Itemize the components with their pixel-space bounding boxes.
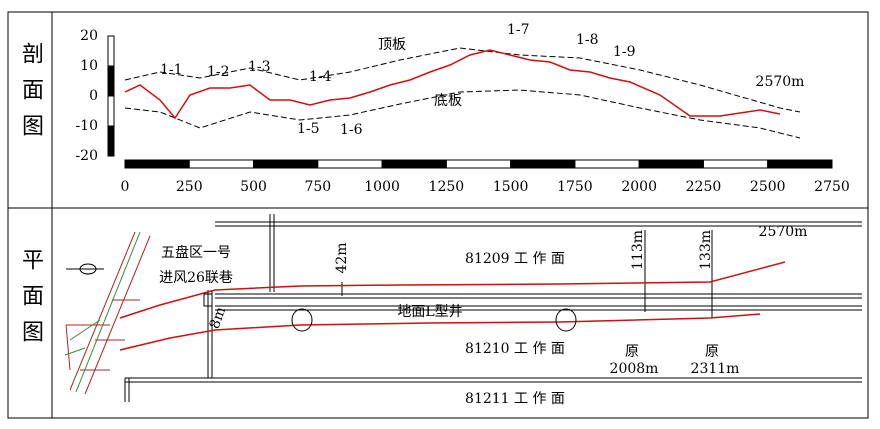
label: 1-9 [613,44,636,60]
scale-segment [381,159,447,169]
x-tick-label: 1000 [364,179,400,195]
section-view: 1-1 1-2 1-3 1-4 1-5 1-6 1-7 1-8 1-9 顶板 底… [124,22,805,139]
y-tick-label: 20 [80,28,98,44]
x-tick-label: 2250 [686,179,722,195]
distance-label: 42m [334,242,350,273]
label: 1-8 [576,32,599,48]
label: 1-2 [207,64,230,80]
roof-label: 顶板 [378,37,406,53]
x-tick-label: 2750 [814,179,850,195]
scale-segment [445,159,512,169]
well [555,308,577,332]
x-tick-label: 2000 [621,179,657,195]
label: 1-6 [340,122,363,138]
label: 1-7 [507,22,530,38]
distance-label: 113m [630,230,646,270]
scale-segment [107,65,115,97]
x-tick-label: 250 [176,179,203,195]
scale-segment [107,35,115,67]
scale-segment [702,159,769,169]
floor-label: 底板 [434,93,462,109]
distance-label: 133m [698,230,714,270]
x-tick-label: 2500 [750,179,786,195]
floor-line [124,89,801,139]
well [291,308,313,332]
scale-segment [188,159,255,169]
face-label: 81209 工 作 面 [465,251,565,267]
district-label: 五盘区一号 [161,244,231,261]
frame [7,11,869,419]
x-tick-label: 1750 [557,179,593,195]
x-tick-label: 1250 [429,179,465,195]
origin-distance: 2008m [610,361,659,377]
y-tick-label: -20 [75,148,98,164]
section-title: 剖面图 [18,42,44,150]
end-label: 2570m [759,224,808,240]
roadways [124,214,713,402]
borehole [119,313,761,351]
x-tick-label: 500 [240,179,267,195]
well-label: 地面L型井 [397,304,462,320]
scale-segment [124,159,190,169]
scale-segment [107,125,115,157]
face-label: 81211 工 作 面 [465,391,565,407]
scale-segment [317,159,383,169]
end-label: 2570m [756,74,805,90]
shaft-workings [64,231,141,393]
face-label: 81210 工 作 面 [465,341,565,357]
label: 1-3 [248,59,271,75]
y-tick-label: -10 [75,118,98,134]
origin-mark: 原 [705,344,719,360]
x-tick-label: 750 [304,179,331,195]
borehole [119,261,786,319]
scale-segment [107,95,115,127]
scale-segment [767,159,833,169]
profile [124,49,781,120]
scale-segment [253,159,319,169]
y-tick-label: 10 [80,58,98,74]
shaft-workings [65,231,151,395]
scale-segment [574,159,640,169]
label: 1-1 [160,62,183,78]
roof-line [124,47,801,113]
x-tick-label: 0 [121,179,130,195]
x-tick-label: 1500 [493,179,529,195]
origin-mark: 原 [625,344,639,360]
origin-distance: 2311m [691,361,740,377]
distance-label: 8m [207,305,230,331]
plan-view: 五盘区一号 进风26联巷 81209 工 作 面 81210 工 作 面 812… [64,214,862,407]
junction [203,293,213,307]
scale-segment [510,159,576,169]
roadways [125,221,862,383]
roadway-label: 进风26联巷 [159,270,233,286]
label: 1-4 [309,69,332,85]
scale-segment [638,159,704,169]
plan-title: 平面图 [18,248,43,356]
label: 1-5 [297,121,320,137]
y-tick-label: 0 [89,88,98,104]
